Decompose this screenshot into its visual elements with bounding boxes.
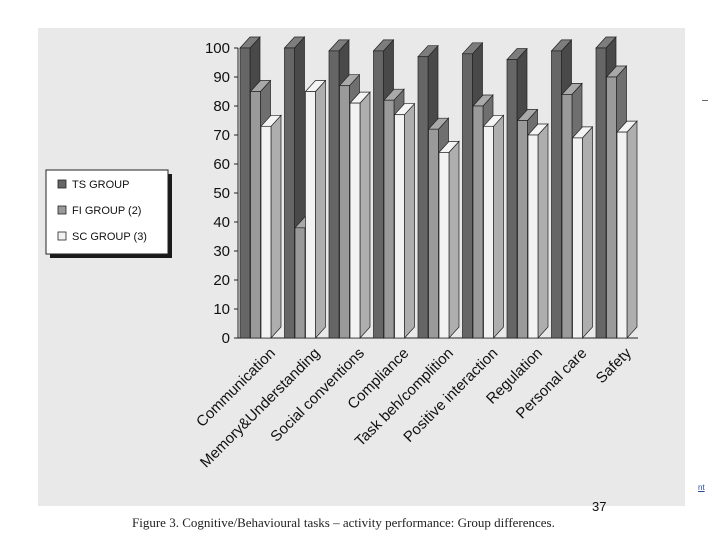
bar-front <box>239 47 251 339</box>
bar <box>393 102 416 339</box>
legend-label: TS GROUP <box>72 179 129 191</box>
y-tick-label: 10 <box>213 301 230 318</box>
y-tick-label: 70 <box>213 127 230 144</box>
bar <box>571 125 594 339</box>
legend-swatch <box>57 231 67 241</box>
y-tick-label: 30 <box>213 243 230 260</box>
bar-front <box>527 134 539 339</box>
bar-side <box>582 125 593 339</box>
category-label: Safety <box>593 344 635 386</box>
bar-front <box>284 47 295 339</box>
bar-front <box>472 105 484 339</box>
y-tick-label: 40 <box>213 214 230 231</box>
bar-side <box>493 114 504 339</box>
y-tick-label: 60 <box>213 156 230 173</box>
bar-front <box>250 91 261 339</box>
edge-text-fragment: nt <box>698 483 705 492</box>
bar-front <box>572 137 583 339</box>
bar-front <box>483 125 494 339</box>
bar <box>482 114 505 339</box>
bar-front <box>294 227 306 339</box>
bar <box>349 91 371 339</box>
bar-side <box>626 120 638 339</box>
bar-front <box>506 59 518 339</box>
bar-front <box>394 114 405 339</box>
bar-front <box>462 53 473 339</box>
bar-front <box>551 50 562 339</box>
y-tick-label: 100 <box>205 40 230 57</box>
legend-label: SC GROUP (3) <box>72 231 147 243</box>
bar-side <box>359 91 371 339</box>
bar-front <box>339 85 350 339</box>
bar-front <box>349 102 361 339</box>
bar <box>438 140 460 339</box>
bar <box>527 123 549 339</box>
bar-front <box>417 56 429 339</box>
edge-dash <box>702 100 708 101</box>
figure-caption: Figure 3. Cognitive/Behavioural tasks – … <box>132 515 555 530</box>
bar-side <box>448 140 460 339</box>
legend-label: FI GROUP (2) <box>72 205 141 217</box>
y-tick-label: 50 <box>213 185 230 202</box>
bar-side <box>270 114 282 339</box>
bar-front <box>383 99 395 339</box>
bar-side <box>537 123 549 339</box>
bar-front <box>260 125 272 339</box>
bar-front <box>373 50 384 339</box>
bar <box>304 79 327 339</box>
y-tick-label: 90 <box>213 69 230 86</box>
bar <box>260 114 282 339</box>
legend-swatch <box>57 179 67 189</box>
bar-front <box>606 76 617 339</box>
page-number: 37 <box>592 499 607 514</box>
bar-side <box>315 79 326 339</box>
bar <box>616 120 638 339</box>
bar-chart: 0102030405060708090100CommunicationMemor… <box>45 36 638 471</box>
bar-front <box>305 91 316 339</box>
bar-front <box>428 128 439 339</box>
bar-front <box>328 50 340 339</box>
bar-front <box>517 120 528 339</box>
bar-front <box>438 152 450 339</box>
bar-front <box>616 131 628 339</box>
legend-swatch <box>57 205 67 215</box>
y-tick-label: 80 <box>213 98 230 115</box>
bar-front <box>561 94 573 339</box>
figure-panel: 0 10 20 30 40 50 60 70 80 90 100 Communication Memor… <box>38 28 685 506</box>
y-tick-label: 20 <box>213 272 230 289</box>
bar-side <box>404 102 415 339</box>
bar-front <box>595 47 607 339</box>
y-tick-label: 0 <box>222 330 230 347</box>
category-label: Communication <box>193 345 279 431</box>
